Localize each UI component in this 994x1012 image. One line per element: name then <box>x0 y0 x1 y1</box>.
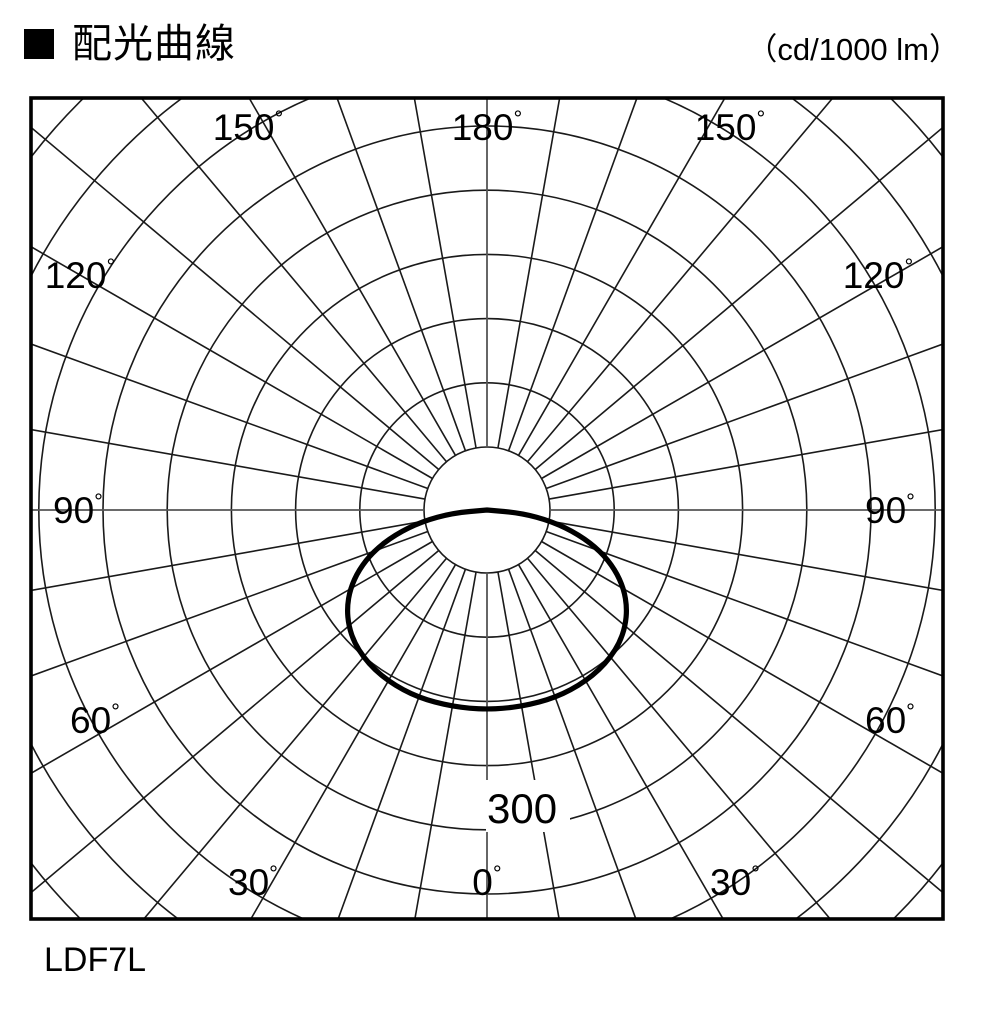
grid-spoke <box>31 245 433 480</box>
scale-label-300-group: 300 <box>486 780 570 832</box>
angle-label: 60° <box>70 699 120 741</box>
model-label: LDF7L <box>44 941 147 979</box>
grid-spoke <box>413 98 477 449</box>
grid-spoke <box>31 428 426 500</box>
angle-label-text: 0° <box>472 861 501 903</box>
angle-label-text: 90° <box>53 489 103 531</box>
angle-label-text: 150° <box>213 106 284 148</box>
chart-frame <box>29 96 945 921</box>
angle-label: 90° <box>53 489 103 531</box>
grid-spoke <box>517 564 725 919</box>
page-title: 配光曲線 <box>72 22 236 66</box>
grid-spoke <box>545 530 943 677</box>
angle-label: 150° <box>213 106 284 148</box>
angle-label: 0° <box>472 861 501 903</box>
grid-spoke <box>31 126 440 471</box>
figure-title-block: 配光曲線 <box>24 22 236 66</box>
angle-label: 120° <box>45 254 116 296</box>
grid-spoke <box>31 549 440 894</box>
figure-header: 配光曲線 （cd/1000 lm） <box>0 22 994 84</box>
grid-spoke <box>541 245 943 480</box>
grid-spoke <box>526 557 832 919</box>
angle-label: 60° <box>865 699 915 741</box>
grid-spoke <box>337 568 467 919</box>
angle-label: 180° <box>452 106 523 148</box>
angle-label-text: 30° <box>228 861 278 903</box>
unit-label: （cd/1000 lm） <box>746 32 960 67</box>
distribution-curve <box>344 507 630 712</box>
angle-label-text: 60° <box>865 699 915 741</box>
grid-spoke <box>248 98 457 456</box>
angle-label-text: 180° <box>452 106 523 148</box>
grid-spoke <box>526 98 834 463</box>
angle-label-text: 120° <box>843 254 914 296</box>
grid-spoke <box>414 571 477 919</box>
angle-label: 150° <box>695 106 766 148</box>
scale-label-300: 300 <box>487 785 557 832</box>
grid-spoke <box>497 98 561 449</box>
grid-spoke <box>31 343 429 490</box>
grid-spoke <box>507 568 637 919</box>
grid-spoke <box>31 520 426 592</box>
angle-label-group: 0° 30° 30° 60° 60° 90° 90° 120° 120° 150° 150° 180° <box>45 106 915 903</box>
grid-spoke <box>31 530 429 677</box>
angle-label-text: 60° <box>70 699 120 741</box>
grid-spoke <box>497 571 560 919</box>
angle-label: 30° <box>228 861 278 903</box>
grid-spoke <box>507 98 638 452</box>
grid-spoke <box>31 540 433 775</box>
filled-square-icon <box>24 29 54 59</box>
angle-label-text: 150° <box>695 106 766 148</box>
angle-label-text: 90° <box>865 489 915 531</box>
grid-spoke <box>534 126 943 471</box>
grid-spoke <box>541 540 943 775</box>
angle-label-text: 30° <box>710 861 760 903</box>
grid-spoke <box>545 343 943 490</box>
angle-label: 90° <box>865 489 915 531</box>
angle-label: 120° <box>843 254 914 296</box>
grid-spoke <box>517 98 726 456</box>
grid-spoke <box>140 98 448 463</box>
grid-spoke <box>336 98 467 452</box>
grid-spoke <box>142 557 448 919</box>
angle-label-text: 120° <box>45 254 116 296</box>
scale-label-backdrop <box>486 780 570 832</box>
grid-spoke <box>249 564 457 919</box>
grid-spoke <box>548 428 943 500</box>
angle-label: 30° <box>710 861 760 903</box>
grid-spoke <box>548 520 943 592</box>
